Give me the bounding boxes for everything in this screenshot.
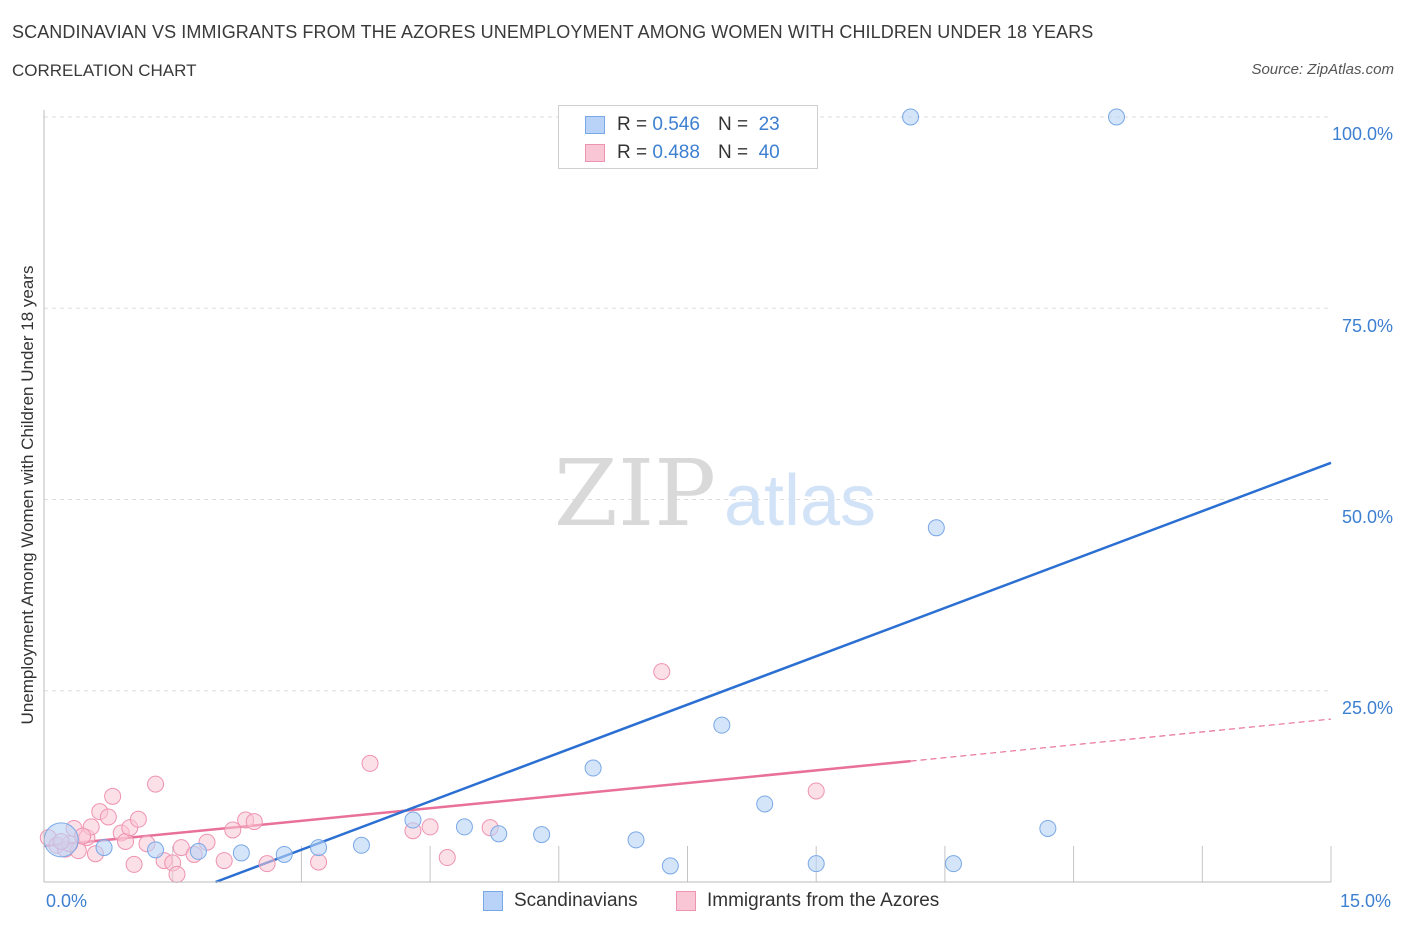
- stats-legend-row-scandinavians: R = 0.546 N = 23: [585, 113, 780, 137]
- point-azores: [361, 754, 379, 772]
- point-azores: [245, 813, 263, 831]
- r-value: 0.488: [652, 142, 700, 163]
- n-value: 23: [758, 114, 780, 135]
- point-scandinavians: [352, 836, 370, 854]
- point-scandinavians: [713, 716, 731, 734]
- trendline-azores: [43, 759, 911, 848]
- point-azores: [653, 663, 671, 681]
- pink-swatch-icon: [676, 891, 696, 911]
- x-tick-marks: [172, 846, 1332, 882]
- trendline-scandinavians: [215, 461, 1332, 884]
- point-scandinavians: [43, 822, 79, 858]
- legend-item-scandinavians[interactable]: Scandinavians: [483, 890, 638, 912]
- y-tick-label-100: 100.0%: [1331, 124, 1393, 144]
- watermark-zip: ZIP: [554, 440, 716, 547]
- point-scandinavians: [310, 839, 328, 857]
- point-scandinavians: [232, 844, 250, 862]
- chart-title: SCANDINAVIAN VS IMMIGRANTS FROM THE AZOR…: [12, 22, 1094, 42]
- x-tick-label-max: 15.0%: [1340, 891, 1392, 911]
- point-scandinavians: [147, 841, 165, 859]
- x-tick-label-min: 0.0%: [46, 891, 88, 911]
- point-azores: [215, 852, 233, 870]
- blue-swatch-icon: [585, 116, 605, 134]
- point-scandinavians: [189, 842, 207, 860]
- point-scandinavians: [404, 811, 422, 829]
- chart-subtitle: CORRELATION CHART: [12, 61, 197, 80]
- point-azores: [438, 849, 456, 867]
- legend-label: Scandinavians: [514, 890, 638, 911]
- point-scandinavians: [95, 839, 113, 857]
- y-tick-label-50: 50.0%: [1341, 507, 1393, 527]
- point-azores: [129, 810, 147, 828]
- point-scandinavians: [661, 857, 679, 875]
- point-azores: [310, 853, 328, 871]
- point-scandinavians: [1039, 819, 1057, 837]
- n-label: N =: [717, 114, 749, 135]
- point-scandinavians: [807, 855, 825, 873]
- point-scandinavians: [455, 818, 473, 836]
- y-tick-label-25: 25.0%: [1341, 698, 1393, 718]
- point-azores: [99, 808, 117, 826]
- n-label: N =: [717, 142, 749, 163]
- point-scandinavians: [927, 519, 945, 537]
- r-label: R =: [617, 142, 648, 163]
- point-azores: [807, 782, 825, 800]
- point-scandinavians: [902, 108, 920, 126]
- pink-swatch-icon: [585, 144, 605, 162]
- point-scandinavians: [490, 825, 508, 843]
- trendlines: [43, 461, 1332, 884]
- blue-swatch-icon: [483, 891, 503, 911]
- point-azores: [168, 865, 186, 883]
- point-scandinavians: [1108, 108, 1125, 126]
- point-scandinavians: [584, 759, 602, 777]
- n-value: 40: [758, 142, 780, 163]
- gridlines: [44, 116, 1331, 692]
- y-tick-label-75: 75.0%: [1341, 316, 1393, 336]
- point-azores: [125, 855, 143, 873]
- r-value: 0.546: [652, 114, 700, 135]
- point-azores: [147, 775, 165, 793]
- point-azores: [104, 787, 122, 805]
- watermark-atlas: atlas: [724, 461, 876, 541]
- point-azores: [258, 855, 276, 873]
- point-scandinavians: [756, 795, 774, 813]
- point-scandinavians: [275, 845, 293, 863]
- series-legend: Scandinavians Immigrants from the Azores: [0, 890, 1406, 914]
- point-azores: [224, 821, 242, 839]
- point-scandinavians: [533, 826, 551, 844]
- point-scandinavians: [944, 855, 962, 873]
- legend-item-azores[interactable]: Immigrants from the Azores: [676, 890, 939, 912]
- legend-label: Immigrants from the Azores: [707, 890, 940, 911]
- stats-legend: R = 0.546 N = 23 R = 0.488 N = 40: [558, 105, 818, 169]
- y-axis-label: Unemployment Among Women with Children U…: [18, 265, 37, 725]
- trendline-azores-extension: [910, 718, 1332, 762]
- point-scandinavians: [627, 831, 645, 849]
- source-label: Source: ZipAtlas.com: [1251, 61, 1394, 78]
- r-label: R =: [617, 114, 648, 135]
- stats-legend-row-azores: R = 0.488 N = 40: [585, 141, 780, 165]
- point-azores: [421, 818, 439, 836]
